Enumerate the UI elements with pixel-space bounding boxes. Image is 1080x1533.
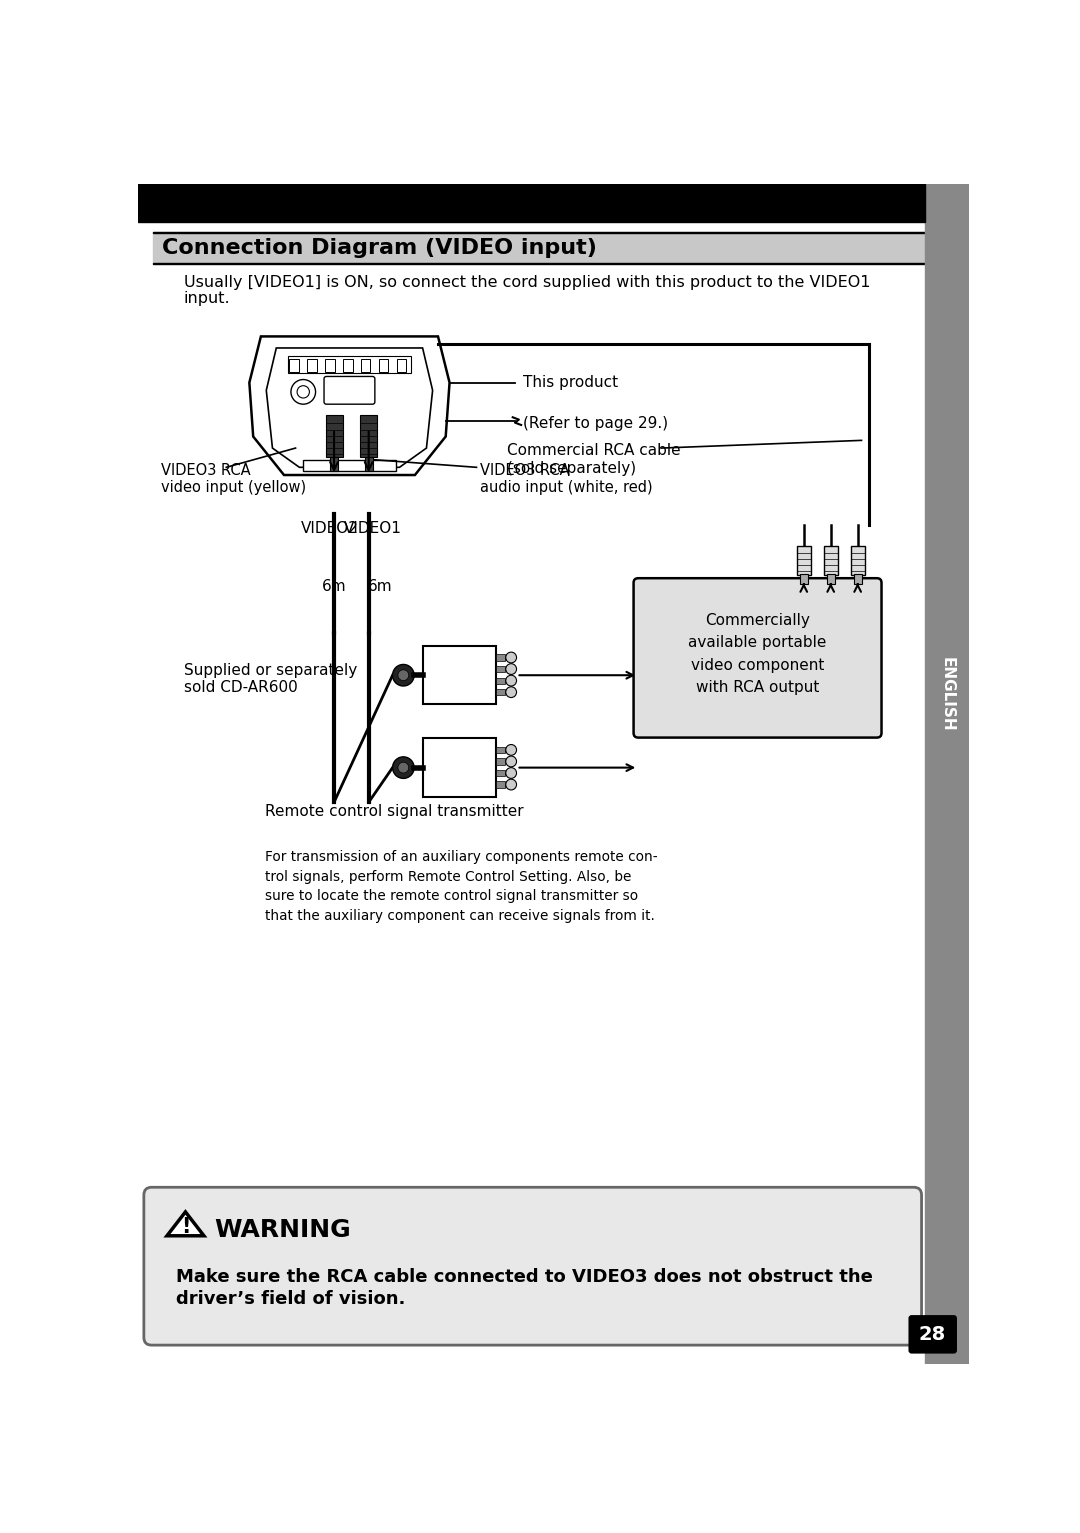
- Bar: [308, 359, 316, 373]
- Text: This product: This product: [523, 376, 618, 389]
- Text: VIDEO3 RCA
audio input (white, red): VIDEO3 RCA audio input (white, red): [481, 463, 653, 495]
- Circle shape: [505, 779, 516, 789]
- Bar: [496, 678, 505, 684]
- Bar: [325, 359, 335, 373]
- Text: WARNING: WARNING: [215, 1219, 351, 1242]
- Text: ENGLISH: ENGLISH: [940, 658, 955, 731]
- Text: For transmission of an auxiliary components remote con-
trol signals, perform Re: For transmission of an auxiliary compone…: [265, 849, 658, 923]
- Bar: [288, 357, 411, 374]
- Text: 6m: 6m: [322, 579, 347, 595]
- Circle shape: [505, 664, 516, 675]
- Bar: [379, 359, 389, 373]
- FancyBboxPatch shape: [144, 1187, 921, 1344]
- Bar: [361, 415, 377, 457]
- Polygon shape: [249, 336, 449, 475]
- Bar: [496, 782, 505, 788]
- Text: Commercial RCA cable
(sold separately): Commercial RCA cable (sold separately): [508, 443, 680, 475]
- Bar: [496, 770, 505, 776]
- Circle shape: [291, 380, 315, 405]
- Circle shape: [505, 745, 516, 756]
- Polygon shape: [267, 348, 433, 468]
- Bar: [496, 655, 505, 661]
- Bar: [343, 359, 352, 373]
- Text: VIDEO2: VIDEO2: [301, 521, 360, 537]
- Text: input.: input.: [184, 291, 230, 307]
- Text: VIDEO1: VIDEO1: [343, 521, 402, 537]
- Text: Commercially
available portable
video component
with RCA output: Commercially available portable video co…: [688, 613, 826, 694]
- Circle shape: [397, 762, 408, 773]
- Circle shape: [505, 652, 516, 662]
- Bar: [827, 575, 835, 584]
- Bar: [289, 359, 299, 373]
- Text: Supplied or separately
sold CD-AR600: Supplied or separately sold CD-AR600: [184, 662, 357, 696]
- Circle shape: [505, 768, 516, 779]
- Text: Remote control signal transmitter: Remote control signal transmitter: [265, 803, 524, 819]
- Text: VIDEO3 RCA
video input (yellow): VIDEO3 RCA video input (yellow): [161, 463, 306, 495]
- Text: Make sure the RCA cable connected to VIDEO3 does not obstruct the: Make sure the RCA cable connected to VID…: [176, 1268, 873, 1286]
- Bar: [422, 739, 496, 797]
- Bar: [496, 759, 505, 765]
- Circle shape: [397, 670, 408, 681]
- Bar: [138, 184, 924, 222]
- Bar: [325, 415, 342, 457]
- Text: Usually [VIDEO1] is ON, so connect the cord supplied with this product to the VI: Usually [VIDEO1] is ON, so connect the c…: [184, 274, 870, 290]
- FancyBboxPatch shape: [324, 377, 375, 405]
- Circle shape: [392, 664, 414, 685]
- Circle shape: [297, 386, 309, 399]
- Bar: [496, 747, 505, 753]
- Circle shape: [505, 675, 516, 685]
- Bar: [153, 262, 924, 264]
- Bar: [496, 688, 505, 696]
- Bar: [303, 460, 395, 471]
- Text: driver’s field of vision.: driver’s field of vision.: [176, 1289, 406, 1308]
- Bar: [797, 546, 811, 575]
- Bar: [153, 231, 924, 233]
- Circle shape: [392, 757, 414, 779]
- FancyBboxPatch shape: [634, 578, 881, 737]
- Bar: [330, 457, 338, 471]
- Bar: [397, 359, 406, 373]
- Bar: [422, 645, 496, 705]
- Text: Connection Diagram (VIDEO input): Connection Diagram (VIDEO input): [162, 238, 597, 258]
- Polygon shape: [167, 1213, 204, 1236]
- Bar: [365, 457, 373, 471]
- Bar: [496, 665, 505, 671]
- Text: 6m: 6m: [368, 579, 392, 595]
- FancyBboxPatch shape: [908, 1315, 957, 1354]
- Bar: [924, 184, 969, 1364]
- Bar: [854, 575, 862, 584]
- Text: 28: 28: [919, 1325, 946, 1344]
- Text: !: !: [180, 1217, 190, 1237]
- Text: (Refer to page 29.): (Refer to page 29.): [523, 415, 667, 431]
- Circle shape: [505, 687, 516, 698]
- Bar: [800, 575, 808, 584]
- Bar: [153, 233, 924, 264]
- Bar: [851, 546, 865, 575]
- Bar: [824, 546, 838, 575]
- Circle shape: [505, 756, 516, 766]
- Bar: [361, 359, 370, 373]
